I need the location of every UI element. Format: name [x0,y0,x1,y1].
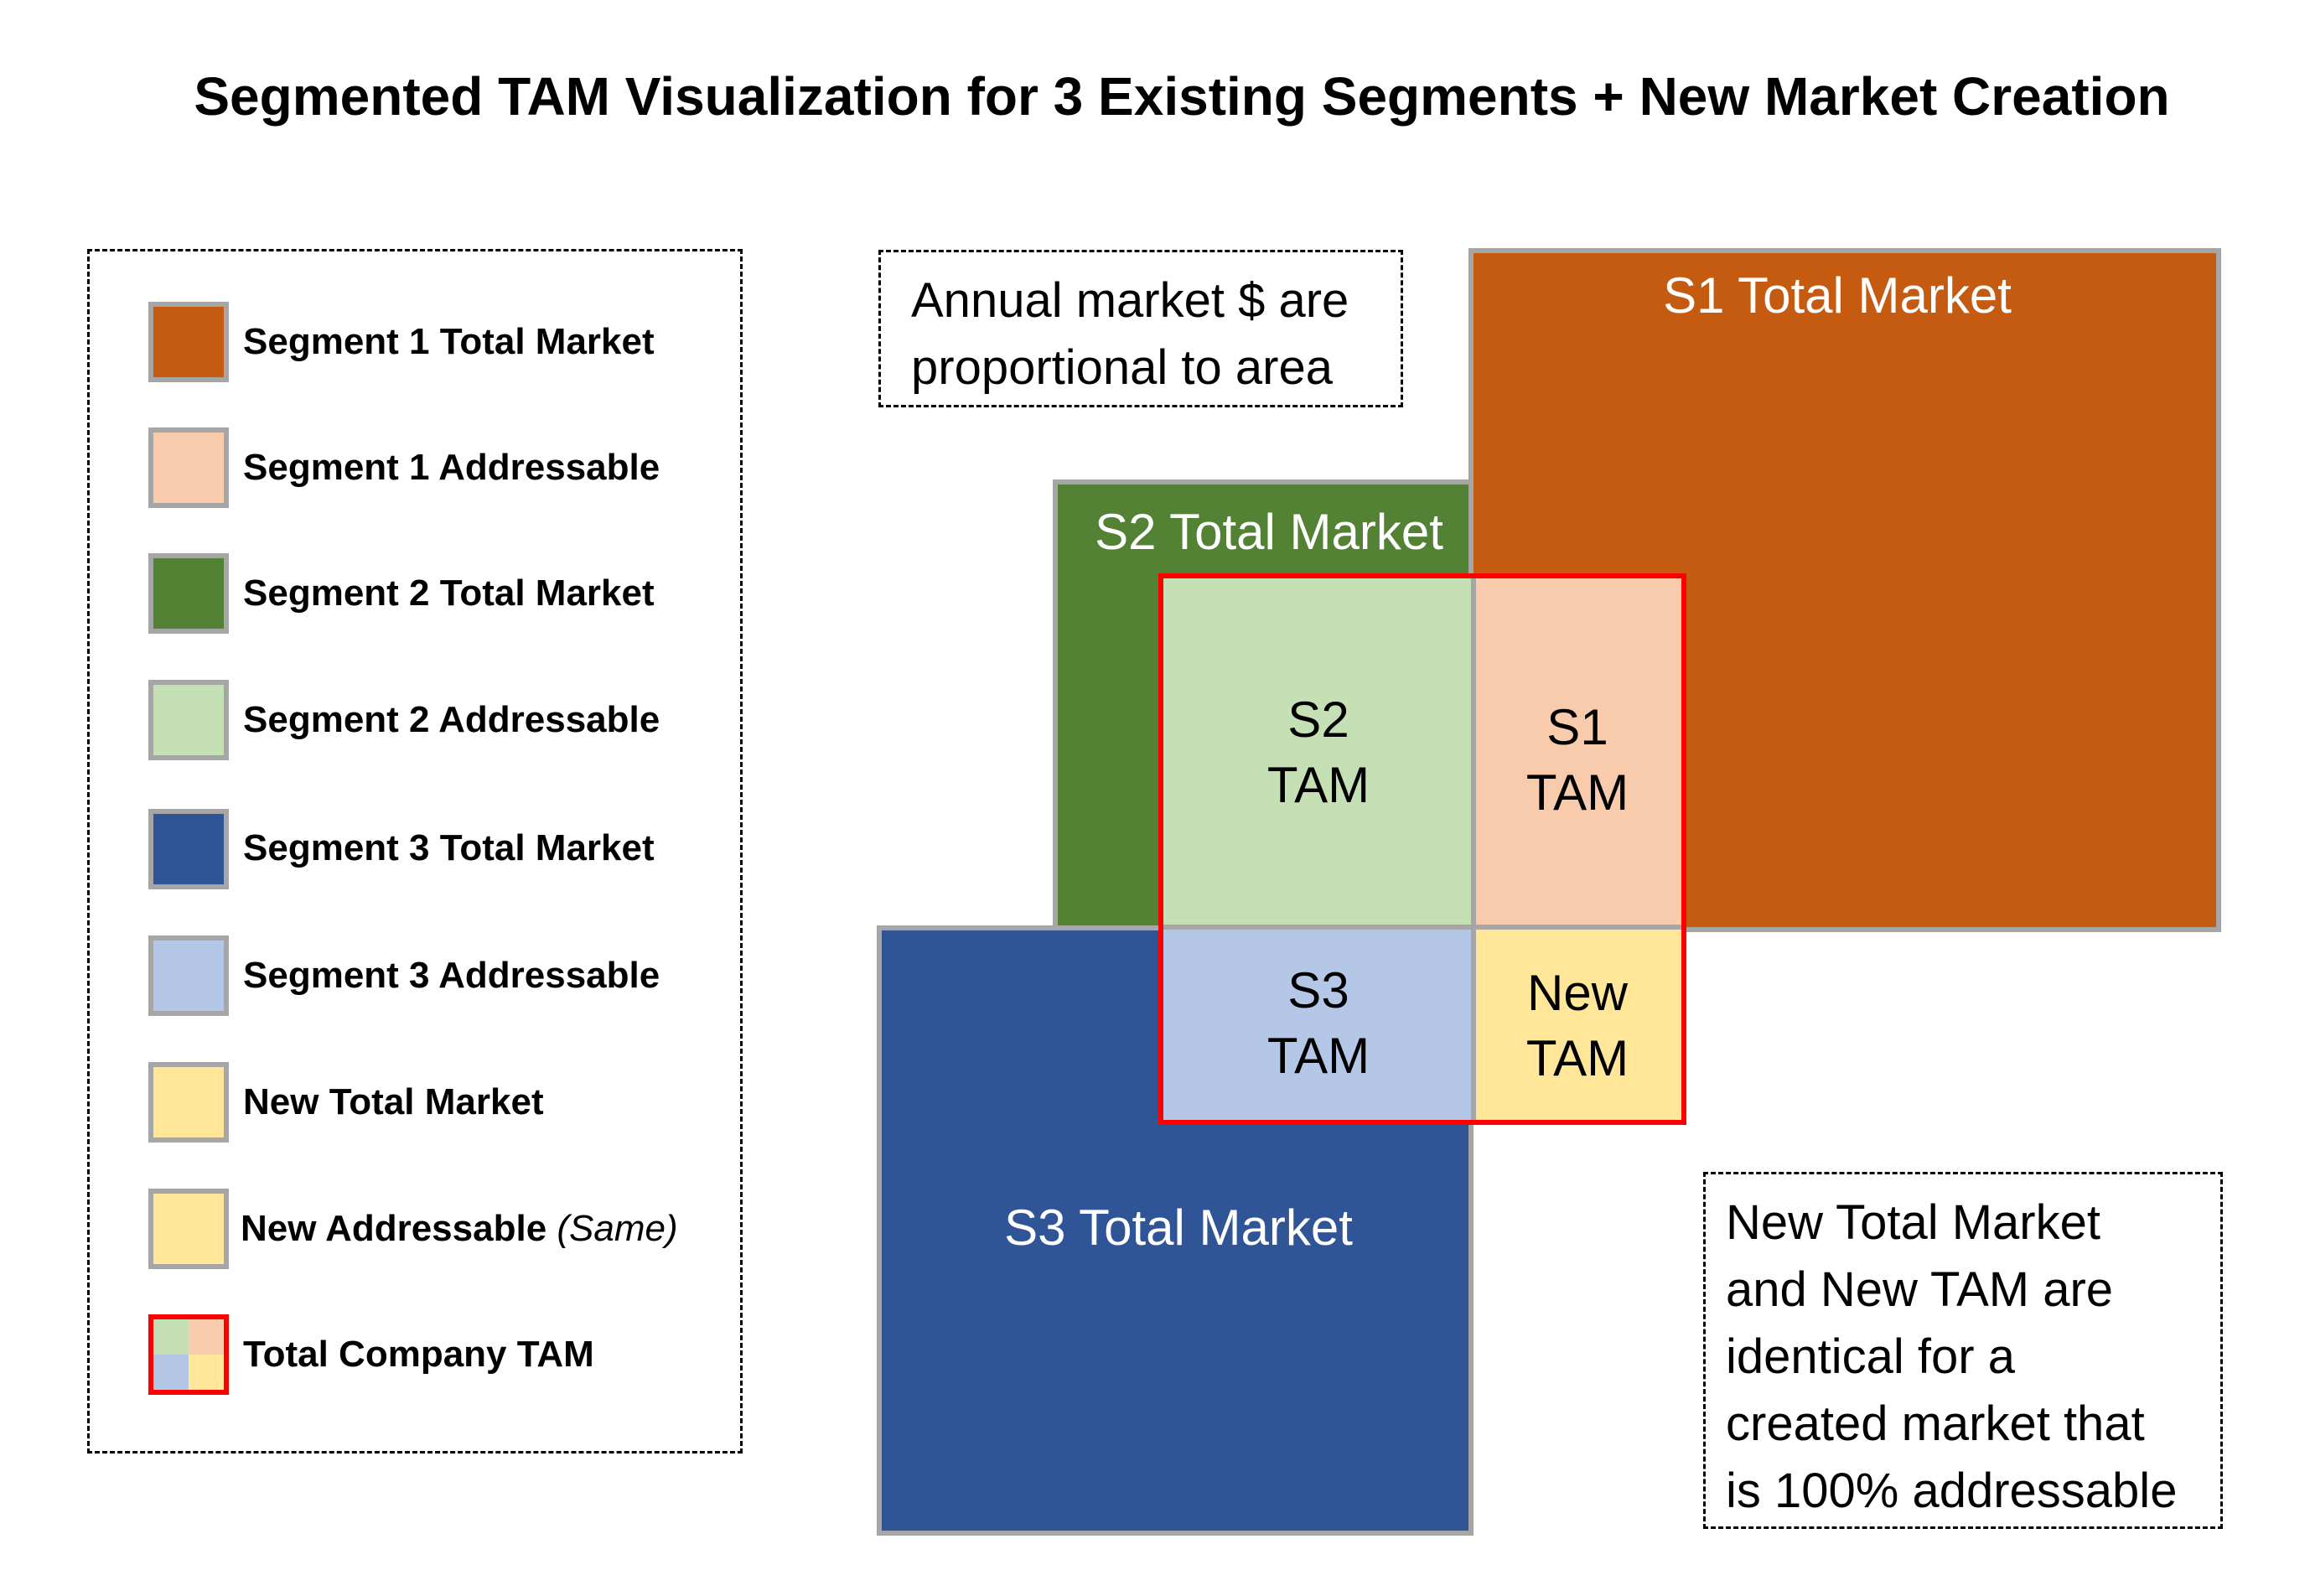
s2-tam-cell: S2 TAM [1163,578,1474,927]
legend: Segment 1 Total Market Segment 1 Address… [87,249,743,1454]
tam-horizontal-divider [1163,925,1681,930]
legend-swatch-s1-total [148,302,229,382]
legend-label-s1-addressable: Segment 1 Addressable [243,447,660,488]
legend-swatch-s2-total [148,553,229,634]
legend-label-s1-total: Segment 1 Total Market [243,321,655,362]
new-market-note: New Total Market and New TAM are identic… [1703,1172,2223,1529]
s3-tam-cell: S3 TAM [1163,927,1474,1120]
legend-swatch-new-total [148,1062,229,1143]
s1-total-market-label: S1 Total Market [1663,267,2012,324]
legend-swatch-total-company-tam [148,1314,229,1395]
legend-label-new-addressable: New Addressable (Same) [241,1208,678,1249]
legend-label-s3-addressable: Segment 3 Addressable [243,955,660,996]
total-company-tam-border [1158,573,1686,1125]
s1-tam-cell: S1 TAM [1474,578,1681,927]
new-tam-cell: New TAM [1474,927,1681,1120]
tam-vertical-divider [1471,578,1476,1120]
legend-swatch-s3-addressable [148,935,229,1016]
legend-label-s2-total: Segment 2 Total Market [243,573,655,614]
legend-label-new-total: New Total Market [243,1081,544,1122]
area-note: Annual market $ are proportional to area [878,250,1403,407]
s3-total-market-label: S3 Total Market [1004,1200,1353,1256]
legend-label-s2-addressable: Segment 2 Addressable [243,699,660,740]
legend-label-s3-total: Segment 3 Total Market [243,827,655,868]
legend-swatch-s2-addressable [148,680,229,760]
legend-swatch-s1-addressable [148,428,229,508]
legend-swatch-s3-total [148,809,229,889]
legend-label-total-company-tam: Total Company TAM [243,1334,594,1375]
page-title: Segmented TAM Visualization for 3 Existi… [194,66,2170,127]
s2-total-market-label: S2 Total Market [1095,504,1443,560]
legend-swatch-new-addressable [148,1189,229,1269]
